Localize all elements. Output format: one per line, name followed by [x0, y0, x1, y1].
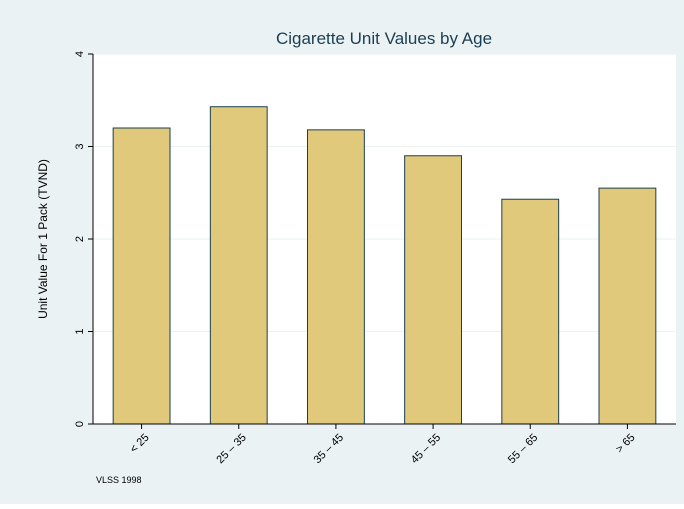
bar: [404, 155, 463, 425]
y-tick-label: 2: [74, 236, 86, 242]
source-note: VLSS 1998: [96, 475, 142, 485]
y-axis-label: Unit Value For 1 Pack (TVND): [36, 159, 50, 319]
gridlines: [93, 53, 676, 332]
bar: [598, 187, 657, 425]
y-tick-label: 4: [74, 51, 86, 57]
bar: [306, 129, 365, 425]
y-axis-ticks: 0 1 2 3 4: [74, 51, 93, 427]
y-tick-label: 0: [74, 421, 86, 427]
bar: [209, 106, 268, 425]
y-tick-label: 1: [74, 328, 86, 334]
chart-title: Cigarette Unit Values by Age: [276, 29, 492, 48]
bar: [112, 127, 171, 425]
y-tick-label: 3: [74, 143, 86, 149]
bar: [501, 198, 560, 425]
